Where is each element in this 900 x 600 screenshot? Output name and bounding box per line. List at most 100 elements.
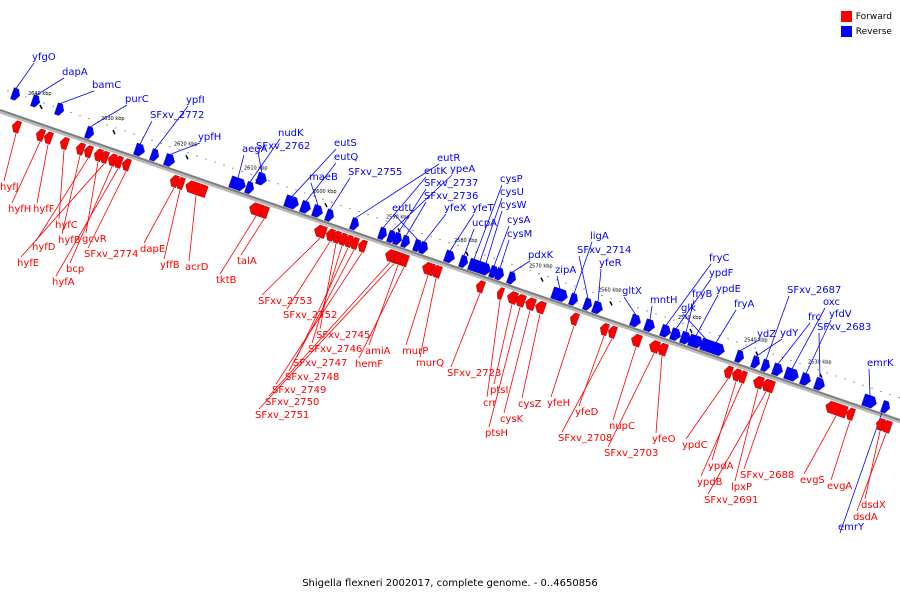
forward-gene-leader (405, 275, 429, 346)
reverse-gene-leader (463, 228, 475, 256)
forward-gene-leader (288, 249, 355, 372)
reverse-gene-arrow (679, 330, 691, 345)
reverse-gene-leader (354, 163, 440, 219)
reverse-gene-arrow (311, 204, 323, 218)
reverse-gene-label: nudK (278, 128, 304, 139)
forward-gene-arrow (76, 142, 86, 156)
forward-gene-label: dapE (140, 244, 165, 255)
genome-axis (0, 109, 900, 421)
forward-gene-arrow (122, 158, 132, 172)
forward-gene-label: evgS (800, 475, 825, 486)
reverse-gene-label: ypeA (450, 164, 475, 175)
reverse-gene-label: ypdF (709, 268, 734, 279)
scale-dot (718, 335, 720, 337)
forward-gene-label: yfeD (575, 407, 599, 418)
scale-dot (322, 198, 324, 200)
forward-gene-leader (612, 346, 637, 421)
reverse-gene-label: SFxv_2737 (424, 178, 478, 189)
forward-gene-label: murQ (416, 358, 444, 369)
forward-gene-arrow (332, 230, 342, 244)
scale-dot (394, 223, 396, 225)
scale-dot (349, 207, 351, 210)
scale-dot (511, 263, 513, 265)
forward-gene-label: acrD (185, 262, 209, 273)
tick-mark (819, 373, 823, 379)
reverse-gene-label: SFxv_2772 (150, 110, 204, 121)
scale-dot (727, 338, 729, 340)
forward-gene-leader (578, 335, 605, 407)
reverse-gene-leader (715, 309, 737, 343)
scale-dot (106, 124, 108, 126)
scale-dot (160, 142, 162, 145)
forward-gene-arrow (631, 333, 643, 348)
reverse-gene-arrow (506, 271, 516, 285)
forward-gene-leader (700, 383, 743, 477)
forward-gene-arrow (608, 325, 618, 339)
tick-label: 2590 kbp (386, 214, 410, 220)
reverse-gene-arrow (149, 148, 159, 162)
reverse-gene-leader (818, 332, 821, 379)
forward-gene-leader (488, 307, 521, 428)
forward-gene-label: lpxP (731, 482, 752, 493)
reverse-gene-arrow (760, 358, 770, 372)
tick-label: 2640 kbp (28, 91, 52, 97)
forward-gene-leader (856, 433, 887, 512)
reverse-gene-leader (59, 90, 95, 105)
reverse-gene-leader (868, 368, 871, 396)
reverse-gene-arrow (283, 194, 299, 210)
reverse-gene-label: maeB (309, 172, 338, 183)
reverse-gene-label: SFxv_2687 (787, 285, 841, 296)
forward-gene-arrow (431, 265, 443, 279)
reverse-gene-label: SFxv_2714 (577, 245, 631, 256)
forward-gene-label: SFxv_2749 (272, 385, 326, 396)
forward-gene-leader (188, 195, 197, 262)
reverse-gene-leader (423, 213, 447, 243)
forward-gene-label: SFxv_2748 (285, 372, 339, 383)
forward-gene-leader (261, 237, 321, 296)
forward-gene-leader (734, 388, 759, 482)
forward-gene-leader (258, 263, 395, 410)
legend-reverse: Reverse (840, 24, 892, 39)
reverse-gene-label: ligA (590, 231, 609, 242)
forward-gene-label: SFxv_2691 (704, 495, 758, 506)
forward-gene-label: nupC (609, 421, 635, 432)
reverse-gene-leader (511, 260, 531, 273)
forward-gene-arrow (170, 174, 180, 189)
tick-label: 2560 kbp (598, 287, 622, 293)
reverse-gene-label: emrK (867, 358, 894, 369)
scale-dot (871, 387, 873, 389)
reverse-gene-leader (675, 278, 712, 330)
tick-label: 2570 kbp (529, 264, 553, 270)
reverse-gene-leader (257, 151, 263, 174)
forward-gene-leader (655, 355, 663, 434)
tick-label: 2600 kbp (313, 189, 337, 195)
forward-gene-label: SFxv_2753 (258, 296, 312, 307)
reverse-gene-leader (665, 263, 712, 326)
scale-dot (430, 235, 432, 238)
scale-dot (232, 167, 234, 169)
scale-dot (304, 192, 306, 194)
forward-gene-label: cysZ (518, 399, 542, 410)
reverse-gene-label: cysW (500, 200, 527, 211)
reverse-gene-leader (597, 268, 602, 303)
forward-gene-label: yffB (160, 260, 180, 271)
legend: Forward Reverse (840, 9, 892, 39)
reverse-gene-label: frc (808, 312, 821, 323)
tick-mark (609, 301, 613, 306)
tick-mark (397, 227, 401, 233)
tick-mark (112, 129, 116, 135)
forward-gene-leader (743, 393, 771, 470)
tick-label: 2610 kbp (244, 165, 268, 171)
forward-gene-leader (61, 155, 81, 235)
reverse-gene-arrow (349, 217, 359, 231)
forward-gene-leader (3, 133, 17, 182)
reverse-gene-leader (237, 154, 245, 179)
forward-gene-leader (368, 264, 399, 346)
reverse-gene-label: SFxv_2762 (256, 141, 310, 152)
scale-dot (826, 372, 828, 374)
scale-dot (538, 273, 540, 275)
reverse-gene-leader (499, 239, 510, 269)
forward-gene-label: yfeH (547, 398, 570, 409)
forward-gene-label: bcp (66, 264, 84, 275)
scale-dot (115, 127, 117, 129)
